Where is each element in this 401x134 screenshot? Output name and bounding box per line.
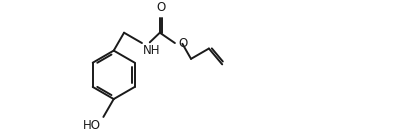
Text: HO: HO	[83, 119, 101, 132]
Text: NH: NH	[143, 44, 160, 57]
Text: O: O	[178, 37, 187, 50]
Text: O: O	[156, 1, 165, 14]
